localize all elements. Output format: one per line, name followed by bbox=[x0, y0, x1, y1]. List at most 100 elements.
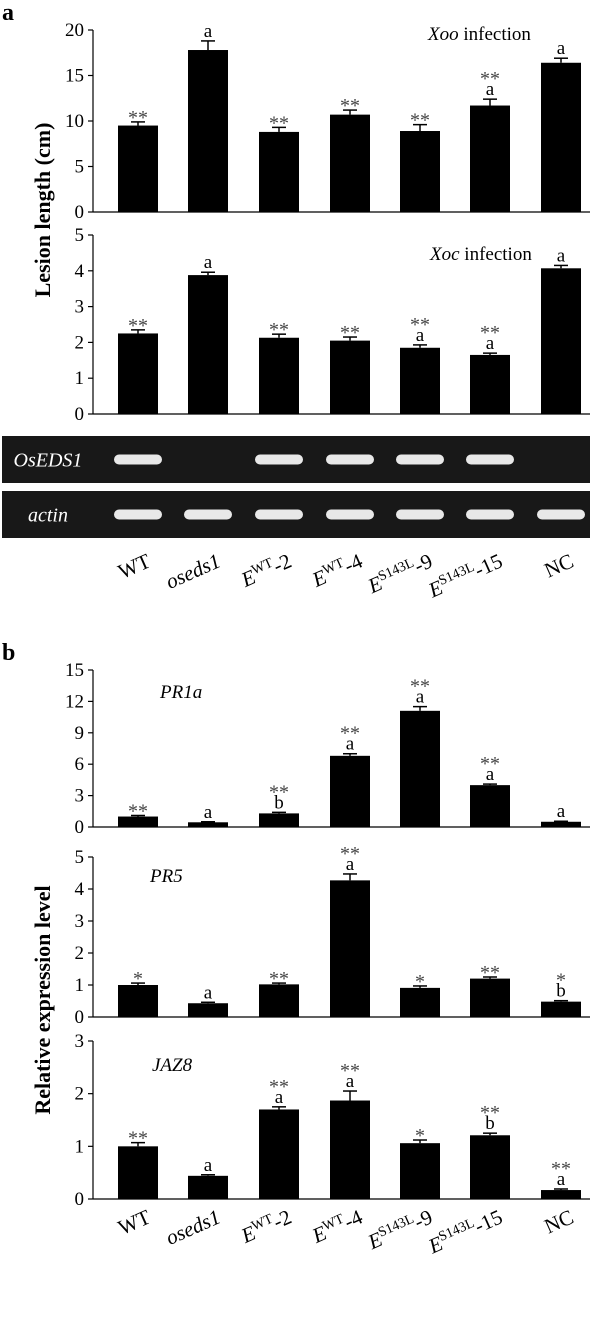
gel-image: OsEDS1 actin bbox=[2, 436, 590, 538]
category-label-suffix: -4 bbox=[340, 1204, 366, 1233]
significance-stars: ** bbox=[269, 319, 289, 341]
category-label: ES143L-15 bbox=[424, 549, 506, 603]
y-tick-label: 10 bbox=[65, 111, 84, 132]
category-label-suffix: -2 bbox=[269, 1205, 295, 1234]
category-label-base: NC bbox=[541, 549, 577, 583]
y-tick-label: 3 bbox=[75, 786, 85, 807]
annotation-italic: Xoc bbox=[429, 244, 460, 265]
significance-letter: a bbox=[346, 854, 355, 875]
y-tick-label: 1 bbox=[75, 368, 85, 389]
chart-annotation: Xoo infection bbox=[427, 24, 531, 45]
significance-letter: a bbox=[416, 687, 425, 708]
bar bbox=[259, 131, 299, 212]
significance-stars: * bbox=[556, 970, 566, 992]
significance-letter: a bbox=[204, 252, 213, 273]
bar bbox=[188, 50, 228, 212]
bar bbox=[470, 105, 510, 212]
significance-letter: a bbox=[204, 802, 213, 823]
category-label-base: WT bbox=[114, 1205, 154, 1240]
bar bbox=[330, 114, 370, 212]
significance-letter: a bbox=[486, 79, 495, 100]
significance-stars: ** bbox=[340, 723, 360, 745]
bar bbox=[259, 337, 299, 414]
y-tick-label: 2 bbox=[75, 1084, 85, 1105]
annotation-italic: JAZ8 bbox=[152, 1055, 193, 1076]
y-tick-label: 15 bbox=[65, 66, 84, 87]
gel-band bbox=[184, 509, 232, 520]
category-label: EWT-2 bbox=[237, 549, 295, 593]
gel-band bbox=[114, 454, 162, 465]
y-tick-label: 3 bbox=[75, 297, 85, 318]
bar bbox=[188, 275, 228, 414]
gel-band bbox=[537, 509, 585, 520]
annotation-italic: PR5 bbox=[149, 866, 183, 887]
y-tick-label: 1 bbox=[75, 975, 85, 996]
gel-row: OsEDS1 bbox=[2, 436, 590, 483]
significance-stars: ** bbox=[128, 107, 148, 129]
category-label: WT bbox=[114, 549, 154, 584]
significance-stars: ** bbox=[410, 676, 430, 698]
significance-letter: a bbox=[557, 1169, 566, 1190]
y-axis-label-expression: Relative expression level bbox=[30, 885, 55, 1114]
bar bbox=[118, 985, 158, 1017]
panel-letter-b: b bbox=[2, 640, 15, 666]
chart-annotation: PR1a bbox=[159, 682, 202, 703]
y-tick-label: 3 bbox=[75, 1031, 85, 1052]
category-label: WT bbox=[114, 1205, 154, 1240]
significance-letter: a bbox=[204, 982, 213, 1003]
category-label: oseds1 bbox=[162, 1205, 224, 1250]
category-label: ES143L-9 bbox=[364, 1205, 436, 1255]
significance-stars: * bbox=[415, 971, 425, 993]
gel-band bbox=[396, 454, 444, 465]
significance-letter: a bbox=[557, 38, 566, 59]
significance-letter: a bbox=[204, 1155, 213, 1176]
significance-letter: a bbox=[557, 801, 566, 822]
chart-annotation: Xoc infection bbox=[429, 244, 532, 265]
bar bbox=[400, 1143, 440, 1199]
bar bbox=[259, 984, 299, 1017]
bar bbox=[330, 880, 370, 1017]
significance-letter: a bbox=[416, 325, 425, 346]
y-tick-label: 2 bbox=[75, 332, 85, 353]
bar bbox=[541, 268, 581, 414]
category-label: EWT-4 bbox=[308, 1204, 367, 1248]
bar bbox=[470, 978, 510, 1017]
y-tick-label: 9 bbox=[75, 723, 85, 744]
significance-letter: a bbox=[486, 764, 495, 785]
y-tick-label: 2 bbox=[75, 943, 85, 964]
significance-stars: ** bbox=[128, 1128, 148, 1150]
annotation-text: infection bbox=[459, 24, 532, 45]
category-label: oseds1 bbox=[162, 549, 224, 594]
bar bbox=[330, 340, 370, 414]
y-tick-label: 4 bbox=[75, 261, 85, 282]
chart-annotation: JAZ8 bbox=[152, 1055, 193, 1076]
category-label-sup: S143L bbox=[437, 1216, 477, 1245]
annotation-italic: Xoo bbox=[427, 24, 459, 45]
y-tick-label: 0 bbox=[75, 404, 85, 425]
bar bbox=[330, 755, 370, 827]
category-label-base: oseds1 bbox=[162, 1205, 224, 1250]
y-tick-label: 3 bbox=[75, 911, 85, 932]
y-tick-label: 20 bbox=[65, 20, 84, 41]
significance-stars: ** bbox=[480, 322, 500, 344]
bar bbox=[118, 816, 158, 827]
significance-stars: ** bbox=[340, 95, 360, 117]
significance-stars: * bbox=[415, 1125, 425, 1147]
bar bbox=[188, 1003, 228, 1017]
category-label-suffix: -15 bbox=[471, 1205, 506, 1238]
significance-stars: ** bbox=[480, 68, 500, 90]
significance-letter: a bbox=[557, 245, 566, 266]
significance-stars: * bbox=[133, 968, 143, 990]
gel-band bbox=[326, 454, 374, 465]
bar bbox=[400, 710, 440, 827]
significance-stars: ** bbox=[480, 753, 500, 775]
category-label-sup: S143L bbox=[376, 1212, 416, 1241]
y-tick-label: 15 bbox=[65, 660, 84, 681]
significance-stars: ** bbox=[269, 968, 289, 990]
category-label-sup: S143L bbox=[437, 560, 477, 589]
bar bbox=[470, 1135, 510, 1199]
category-label: NC bbox=[541, 1205, 577, 1239]
